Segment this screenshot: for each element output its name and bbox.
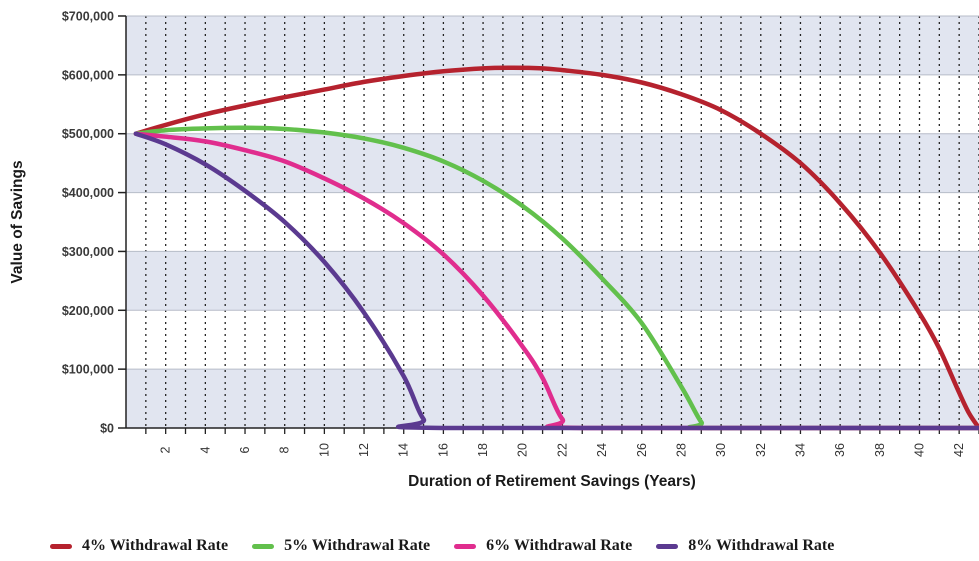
x-axis-title: Duration of Retirement Savings (Years) [408, 473, 696, 490]
y-tick-label: $100,000 [62, 363, 114, 377]
x-tick-label: 32 [754, 443, 768, 457]
x-tick-label: 36 [833, 443, 847, 457]
legend-swatch [454, 543, 477, 549]
y-tick-label: $700,000 [62, 10, 114, 24]
legend-label: 8% Withdrawal Rate [688, 537, 835, 554]
x-tick-label: 4 [198, 446, 212, 453]
y-tick-label: $200,000 [62, 304, 114, 318]
y-tick-label: $600,000 [62, 68, 114, 82]
y-tick-label: $500,000 [62, 127, 114, 141]
legend-swatch [50, 543, 72, 549]
y-axis-title: Value of Savings [9, 160, 26, 283]
x-tick-label: 34 [793, 443, 807, 457]
legend-item: 5% Withdrawal Rate [252, 537, 430, 555]
series-line-2 [133, 125, 979, 431]
vertical-gridlines [145, 16, 979, 428]
x-tick-label: 14 [397, 443, 411, 457]
legend-label: 5% Withdrawal Rate [284, 537, 431, 554]
chart-legend: 4% Withdrawal Rate 5% Withdrawal Rate 6% W… [50, 537, 858, 555]
x-tick-label: 28 [674, 443, 688, 457]
series-line-1 [133, 65, 979, 431]
x-tick-label: 42 [952, 443, 966, 457]
legend-item: 8% Withdrawal Rate [656, 537, 834, 555]
background-band [126, 16, 979, 75]
x-tick-label: 10 [317, 443, 331, 457]
background-band [126, 251, 979, 311]
x-tick-label: 20 [516, 443, 530, 457]
x-tick-label: 18 [476, 443, 490, 457]
series-lines [133, 65, 979, 431]
legend-item: 4% Withdrawal Rate [50, 537, 228, 555]
x-tick-label: 24 [595, 443, 609, 457]
x-tick-label: 16 [436, 443, 450, 457]
background-bands [126, 16, 979, 428]
x-tick-label: 6 [238, 446, 252, 453]
y-tick-label: $400,000 [62, 186, 114, 200]
x-tick-label: 12 [357, 443, 371, 457]
legend-swatch [656, 543, 679, 549]
x-tick-label: 2 [159, 446, 173, 453]
x-tick-label: 40 [912, 443, 926, 457]
x-tick-label: 8 [278, 446, 292, 453]
y-tick-label: $300,000 [62, 245, 114, 259]
y-tick-label: $0 [100, 422, 114, 436]
x-tick-label: 26 [635, 443, 649, 457]
legend-label: 6% Withdrawal Rate [486, 537, 633, 554]
legend-item: 6% Withdrawal Rate [454, 537, 632, 555]
x-tick-label: 38 [873, 443, 887, 457]
x-axis-ticks: 2 4 6 8 10 12 14 16 18 20 22 24 26 28 30 32 34 36 38 40 42 [145, 428, 979, 457]
legend-label: 4% Withdrawal Rate [82, 537, 229, 554]
background-band [126, 133, 979, 193]
legend-swatch [252, 543, 275, 549]
y-axis-ticks: $0 $100,000 $200,000 $300,000 $400,000 $500,0… [62, 10, 126, 436]
x-tick-label: 22 [555, 443, 569, 457]
x-tick-label: 30 [714, 443, 728, 457]
axes [125, 16, 979, 429]
horizontal-gridlines [126, 15, 979, 429]
series-line-4 [133, 131, 979, 431]
